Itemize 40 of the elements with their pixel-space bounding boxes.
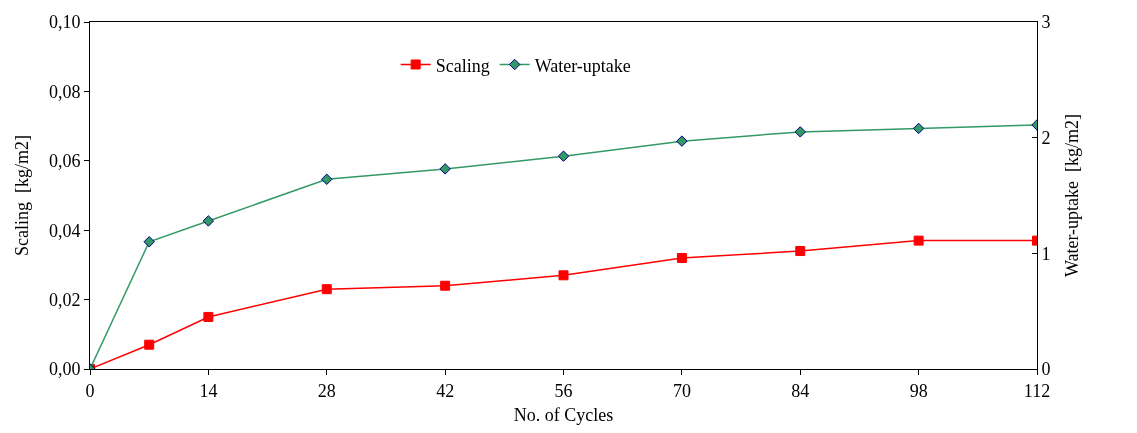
point <box>144 339 155 350</box>
point <box>558 270 569 281</box>
x-tick-label: 84 <box>791 380 810 401</box>
y-tick-label: 0,04 <box>48 220 81 241</box>
point <box>321 173 333 186</box>
x-tick-label: 98 <box>909 380 928 401</box>
point <box>203 311 214 322</box>
point <box>912 122 925 135</box>
x-tick-label: 42 <box>436 380 455 401</box>
point <box>676 252 687 263</box>
y2-tick-label: 2 <box>1041 127 1051 148</box>
legend-label: Scaling <box>435 55 490 76</box>
point <box>439 163 451 175</box>
x-tick-label: 0 <box>85 380 95 401</box>
y2-tick-label: 3 <box>1041 12 1051 33</box>
point <box>202 215 215 227</box>
y-tick-label: 0,02 <box>48 289 81 310</box>
point <box>795 246 806 257</box>
point <box>913 235 924 246</box>
y-tick-label: 0,06 <box>48 151 81 172</box>
y-tick-label: 0,00 <box>48 359 81 380</box>
point <box>676 135 688 147</box>
legend-label: Water-uptake <box>534 55 631 76</box>
x-tick-label: 28 <box>317 380 336 401</box>
y-axis-title: Scaling [kg/m2] <box>12 135 33 256</box>
x-axis-title: No. of Cycles <box>513 404 614 425</box>
y-tick-label: 0,10 <box>48 12 81 33</box>
point <box>143 236 155 248</box>
y2-axis-title: Water-uptake [kg/m2] <box>1061 113 1082 278</box>
y-tick-label: 0,08 <box>48 81 81 102</box>
x-tick-label: 70 <box>672 380 691 401</box>
point <box>440 280 451 291</box>
x-tick-label: 14 <box>199 380 218 401</box>
point <box>557 150 570 162</box>
point <box>794 126 806 138</box>
x-tick-label: 112 <box>1023 380 1051 401</box>
y2-tick-label: 0 <box>1041 359 1051 380</box>
y2-tick-label: 1 <box>1041 243 1051 264</box>
x-tick-label: 56 <box>554 380 573 401</box>
point <box>321 284 332 295</box>
